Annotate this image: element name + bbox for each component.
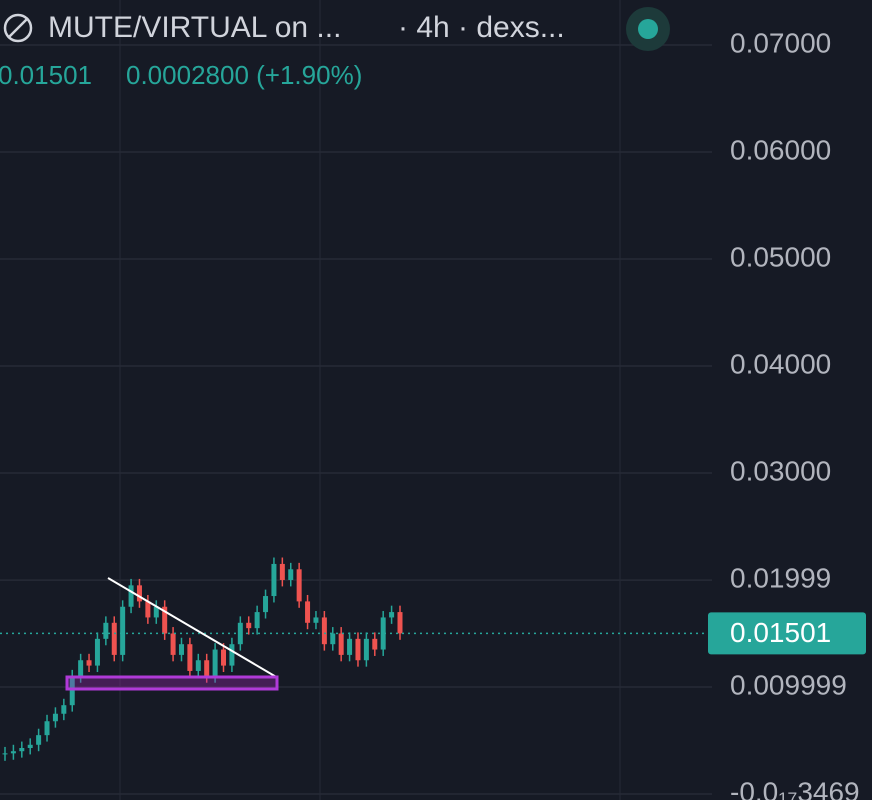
candle-body bbox=[212, 649, 218, 677]
candles bbox=[0, 557, 712, 761]
candle-body bbox=[27, 744, 33, 748]
candle-body bbox=[128, 585, 134, 607]
candle-body bbox=[94, 638, 100, 666]
y-tick-label: -0.0₁₇3469 bbox=[730, 776, 860, 800]
candle-body bbox=[52, 713, 58, 722]
candle-body bbox=[347, 638, 353, 655]
candle-body bbox=[187, 644, 193, 671]
candle-body bbox=[170, 633, 176, 655]
candle-body bbox=[195, 660, 201, 671]
candle-body bbox=[145, 601, 151, 618]
candle-body bbox=[330, 633, 336, 645]
candle-body bbox=[372, 638, 378, 650]
candle-body bbox=[178, 644, 184, 655]
candle-body bbox=[397, 612, 403, 634]
y-tick-label: 0.07000 bbox=[730, 27, 831, 58]
candle-body bbox=[19, 747, 25, 752]
candle-body bbox=[380, 617, 386, 650]
interval-source[interactable]: · 4h · dexs... bbox=[398, 11, 565, 44]
logo-icon bbox=[3, 13, 33, 43]
candle-body bbox=[288, 569, 294, 580]
candle-body bbox=[355, 638, 361, 661]
price-change: 0.0002800 (+1.90%) bbox=[126, 60, 362, 90]
candle-body bbox=[120, 606, 126, 655]
candle-body bbox=[204, 660, 210, 677]
last-close: 0.01501 bbox=[0, 60, 92, 90]
candle-body bbox=[254, 612, 260, 629]
last-price-label: 0.01501 bbox=[730, 617, 831, 648]
candle-body bbox=[78, 660, 84, 677]
candle-body bbox=[111, 622, 117, 655]
candle-body bbox=[338, 633, 344, 655]
candle-body bbox=[36, 735, 42, 745]
candle-body bbox=[44, 721, 50, 736]
candle-body bbox=[363, 638, 369, 661]
candle-body bbox=[221, 649, 227, 666]
y-tick-label: 0.03000 bbox=[730, 455, 831, 486]
grid bbox=[0, 44, 712, 795]
last-price-box bbox=[708, 612, 866, 655]
trend-line-drawing bbox=[107, 577, 279, 679]
candle-body bbox=[103, 622, 109, 639]
logo-icon-slash bbox=[7, 17, 29, 39]
candle-body bbox=[321, 617, 327, 645]
candle-body bbox=[271, 563, 277, 597]
candle-body bbox=[296, 569, 302, 602]
candle-body bbox=[69, 676, 75, 706]
candle-body bbox=[279, 563, 285, 580]
candle-body bbox=[2, 753, 8, 755]
candle-body bbox=[153, 606, 159, 618]
status-dot bbox=[638, 19, 658, 39]
candle-body bbox=[305, 601, 311, 623]
y-tick-label: 0.06000 bbox=[730, 134, 831, 165]
candle-body bbox=[389, 612, 395, 618]
candle-body bbox=[86, 660, 92, 666]
support-box-drawing bbox=[65, 675, 279, 691]
candle-body bbox=[229, 644, 235, 666]
candle-body bbox=[162, 606, 168, 634]
candle-body bbox=[61, 705, 67, 714]
y-tick-label: 0.04000 bbox=[730, 348, 831, 379]
candle-body bbox=[136, 585, 142, 602]
candle-body bbox=[313, 617, 319, 623]
candle-body bbox=[10, 751, 16, 754]
price-axis: 0.07000 0.06000 0.05000 0.04000 0.03000 0.019… bbox=[708, 27, 866, 800]
y-tick-label: 0.01999 bbox=[730, 562, 831, 593]
candle-body bbox=[263, 596, 269, 613]
y-tick-label: 0.05000 bbox=[730, 241, 831, 272]
y-tick-label: 0.009999 bbox=[730, 669, 847, 700]
candle-body bbox=[246, 622, 252, 629]
symbol-title[interactable]: MUTE/VIRTUAL on ... bbox=[48, 11, 341, 44]
